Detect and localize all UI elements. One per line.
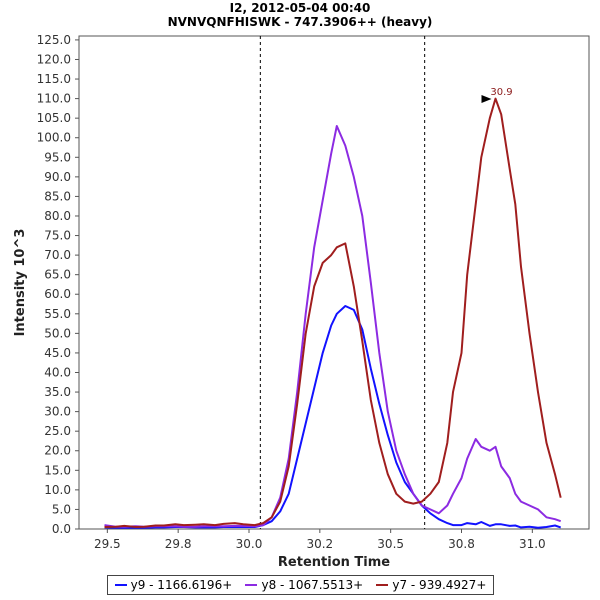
x-axis-title: Retention Time (278, 555, 390, 570)
y-tick-label: 15.0 (44, 463, 71, 477)
legend-swatch (245, 584, 258, 586)
y-tick-label: 35.0 (44, 385, 71, 399)
y-axis-title: Intensity 10^3 (13, 229, 28, 337)
y-tick-label: 110.0 (37, 92, 71, 106)
y-tick-label: 45.0 (44, 346, 71, 360)
y-tick-label: 55.0 (44, 307, 71, 321)
legend-label: y8 - 1067.5513+ (261, 578, 364, 592)
y-tick-label: 25.0 (44, 424, 71, 438)
x-tick-label: 30.5 (377, 537, 404, 551)
y-tick-label: 10.0 (44, 483, 71, 497)
y-tick-label: 95.0 (44, 150, 71, 164)
x-tick-label: 30.8 (448, 537, 475, 551)
x-tick-label: 29.8 (165, 537, 192, 551)
series-line (104, 125, 562, 528)
series-line (104, 97, 562, 528)
series-lines (104, 97, 562, 529)
peak-marker-icon (481, 94, 492, 103)
chart-legend: y9 - 1166.6196+ y8 - 1067.5513+ y7 - 939.4… (107, 575, 494, 595)
legend-item: y8 - 1067.5513+ (245, 578, 363, 592)
legend-swatch (114, 584, 127, 586)
y-tick-label: 115.0 (37, 72, 71, 86)
y-tick-label: 105.0 (37, 111, 71, 125)
y-tick-label: 30.0 (44, 405, 71, 419)
y-tick-label: 90.0 (44, 170, 71, 184)
legend-label: y7 - 939.4927+ (392, 578, 487, 592)
x-tick-label: 30.0 (236, 537, 263, 551)
plot-area (78, 35, 590, 530)
y-tick-label: 70.0 (44, 248, 71, 262)
x-axis: 29.5 29.8 30.0 30.2 30.5 30.8 31.0 (94, 529, 546, 551)
integration-boundaries (259, 36, 426, 529)
legend-item: y7 - 939.4927+ (376, 578, 486, 592)
chart-subtitle: NVNVQNFHISWK - 747.3906++ (heavy) (168, 15, 433, 29)
legend-item: y9 - 1166.6196+ (114, 578, 233, 592)
legend-label: y9 - 1166.6196+ (130, 578, 233, 592)
y-axis: 0.0 5.0 10.0 15.0 20.0 25.0 30.0 35.0 40.0 45.0 50… (37, 33, 79, 536)
y-tick-label: 75.0 (44, 229, 71, 243)
y-tick-label: 0.0 (52, 522, 71, 536)
y-tick-label: 50.0 (44, 326, 71, 340)
y-tick-label: 40.0 (44, 365, 71, 379)
peak-annotation: 30.9 (481, 87, 513, 103)
y-tick-label: 5.0 (52, 502, 71, 516)
y-tick-label: 65.0 (44, 268, 71, 282)
chart-title: I2, 2012-05-04 00:40 (230, 1, 371, 15)
y-tick-label: 120.0 (37, 52, 71, 66)
legend-swatch (376, 584, 389, 586)
y-tick-label: 100.0 (37, 131, 71, 145)
y-tick-label: 125.0 (37, 33, 71, 47)
x-tick-label: 30.2 (306, 537, 333, 551)
x-tick-label: 29.5 (94, 537, 121, 551)
y-tick-label: 80.0 (44, 209, 71, 223)
y-tick-label: 85.0 (44, 189, 71, 203)
peak-label: 30.9 (490, 87, 512, 98)
y-tick-label: 20.0 (44, 444, 71, 458)
y-tick-label: 60.0 (44, 287, 71, 301)
x-tick-label: 31.0 (519, 537, 546, 551)
